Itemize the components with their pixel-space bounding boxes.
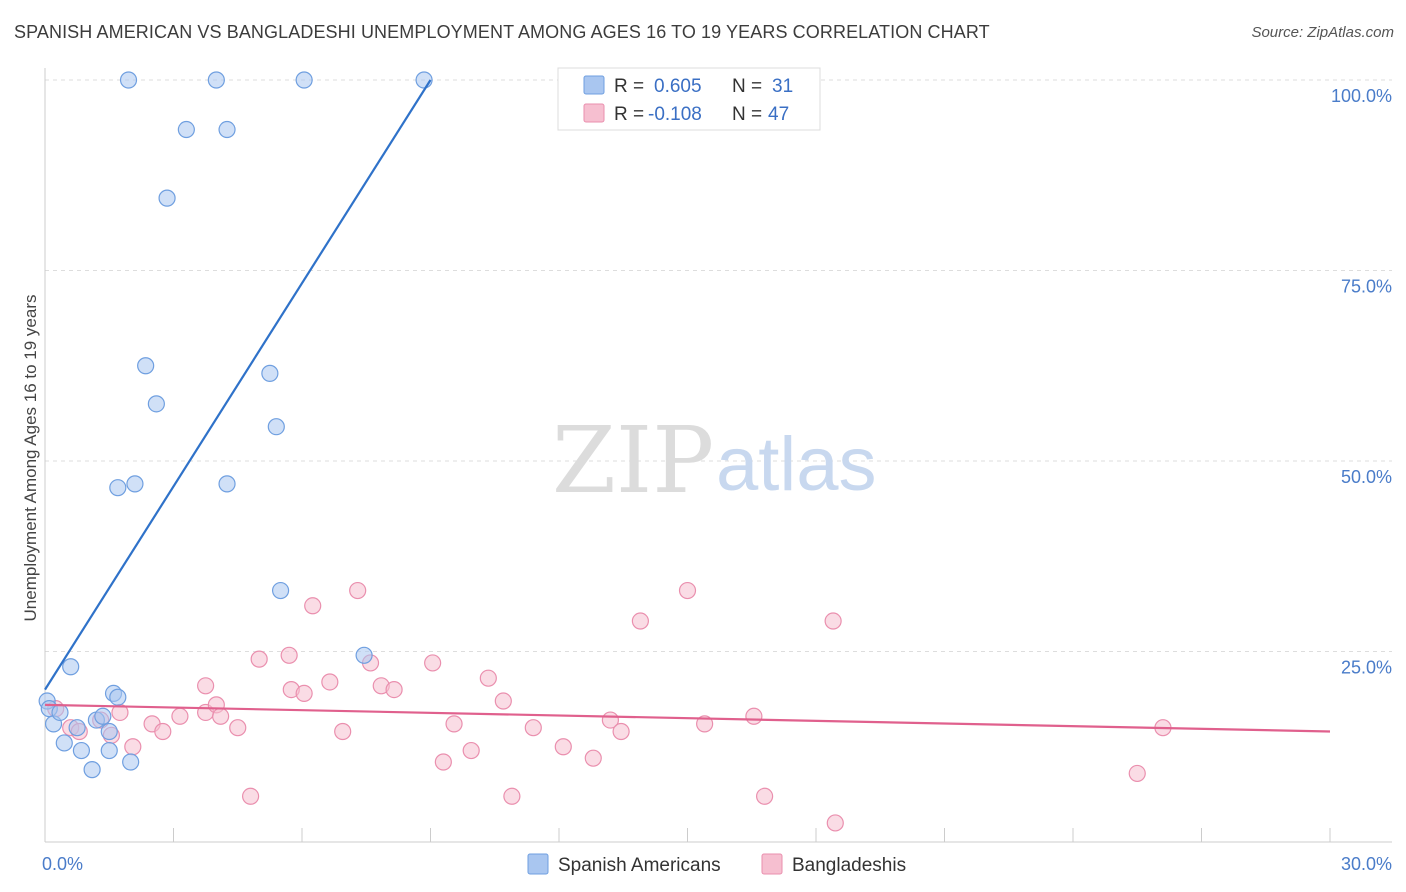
bangladeshis-point-43 (755, 787, 774, 805)
bangladeshis-point-14 (229, 719, 247, 737)
watermark-atlas: atlas (716, 422, 877, 507)
legend-n-value-2: 47 (768, 104, 789, 125)
legend-r-label-1: R = (614, 76, 644, 97)
bangladeshis-point-26 (385, 680, 403, 699)
legend-label-bangladeshis: Bangladeshis (792, 855, 906, 876)
y-tick-label-1: 50.0% (1341, 467, 1392, 487)
bangladeshis-point-23 (349, 581, 367, 600)
source-attribution: Source: ZipAtlas.com (1251, 24, 1394, 41)
legend-swatch-blue (583, 75, 605, 95)
spanish-americans-point-26 (261, 364, 279, 382)
bangladeshis-point-31 (479, 669, 497, 687)
spanish-americans-point-10 (94, 707, 112, 725)
bangladeshis-point-27 (424, 654, 442, 672)
legend-n-label-1: N = (732, 76, 762, 97)
bangladeshis-point-40 (678, 581, 697, 600)
spanish-americans-point-29 (295, 71, 313, 89)
bangladeshis-point-44 (824, 612, 842, 630)
spanish-americans-point-25 (218, 120, 236, 139)
bangladeshis-point-30 (462, 741, 480, 760)
spanish-americans-point-3 (51, 703, 69, 722)
series-legend: Spanish Americans Bangladeshis (527, 853, 906, 876)
bangladeshis-point-22 (334, 722, 352, 741)
spanish-americans-point-8 (83, 761, 101, 779)
spanish-americans-point-27 (267, 418, 285, 436)
bangladeshis-point-13 (212, 707, 230, 725)
spanish-americans-point-11 (100, 722, 118, 741)
spanish-americans-point-30 (355, 646, 373, 664)
y-tick-labels: 25.0% 50.0% 75.0% 100.0% (1331, 86, 1392, 678)
bangladeshis-trend-line (44, 703, 1331, 733)
watermark-zip: ZIP (552, 407, 714, 514)
spanish-americans-point-19 (137, 357, 155, 375)
x-tick-label-0: 0.0% (42, 854, 83, 874)
bangladeshis-point-41 (696, 715, 714, 733)
bangladeshis-point-11 (197, 677, 215, 695)
spanish-americans-point-4 (55, 734, 73, 752)
bangladeshis-point-17 (280, 646, 298, 664)
y-tick-label-0: 25.0% (1341, 658, 1392, 678)
legend-n-label-2: N = (732, 104, 762, 125)
bangladeshis-point-34 (524, 719, 542, 737)
spanish-americans-point-20 (147, 395, 165, 413)
bangladeshis-point-46 (1128, 764, 1146, 783)
legend-n-value-1: 31 (772, 76, 793, 97)
grid-lines (45, 79, 1392, 652)
legend-swatch-spanish-americans (527, 853, 549, 875)
bangladeshis-point-20 (304, 597, 322, 615)
spanish-americans-point-5 (62, 658, 80, 676)
spanish-americans-point-14 (109, 688, 127, 706)
y-tick-label-3: 100.0% (1331, 86, 1392, 106)
y-axis-label: Unemployment Among Ages 16 to 19 years (21, 295, 40, 622)
bangladeshis-point-16 (250, 650, 268, 668)
spanish-americans-trend-line (44, 79, 432, 691)
trend-lines (44, 79, 1331, 733)
spanish-americans-point-15 (109, 479, 127, 497)
bangladeshis-point-38 (612, 722, 630, 741)
y-tick-label-2: 75.0% (1341, 277, 1392, 297)
bangladeshis-point-33 (503, 787, 521, 805)
bangladeshis-point-29 (445, 715, 463, 733)
spanish-americans-point-21 (158, 189, 176, 207)
legend-r-label-2: R = (614, 104, 644, 125)
bangladeshis-point-9 (171, 707, 189, 725)
correlation-legend: R = 0.605 N = 31 R = -0.108 N = 47 (557, 67, 821, 131)
spanish-americans-point-22 (177, 120, 195, 139)
bangladeshis-point-21 (321, 673, 339, 691)
spanish-americans-point-6 (68, 719, 86, 737)
legend-swatch-bangladeshis (761, 853, 783, 875)
bangladeshis-point-19 (295, 684, 313, 703)
spanish-americans-point-12 (100, 741, 118, 760)
spanish-americans-point-28 (271, 581, 290, 600)
spanish-americans-point-17 (126, 475, 144, 493)
series-bangladeshis (47, 581, 1172, 832)
legend-swatch-pink (583, 103, 605, 123)
spanish-americans-point-7 (72, 741, 91, 760)
bangladeshis-point-8 (154, 722, 172, 741)
bangladeshis-point-45 (826, 814, 844, 832)
bangladeshis-point-35 (554, 738, 572, 756)
spanish-americans-point-16 (122, 753, 140, 771)
series-spanish-americans (38, 71, 433, 779)
spanish-americans-point-18 (119, 71, 138, 89)
bangladeshis-point-36 (584, 749, 602, 767)
bangladeshis-point-39 (631, 612, 649, 630)
x-ticks (44, 828, 1331, 842)
spanish-americans-point-24 (218, 475, 236, 493)
bangladeshis-point-28 (434, 753, 452, 771)
x-tick-labels: 0.0% 30.0% (42, 854, 1392, 874)
chart-title: SPANISH AMERICAN VS BANGLADESHI UNEMPLOY… (14, 22, 990, 42)
bangladeshis-point-6 (124, 738, 142, 756)
spanish-americans-point-23 (207, 71, 225, 89)
legend-r-value-2: -0.108 (648, 104, 702, 125)
bangladeshis-point-15 (242, 787, 260, 805)
legend-label-spanish-americans: Spanish Americans (558, 855, 721, 876)
bangladeshis-point-42 (745, 707, 763, 725)
x-tick-label-1: 30.0% (1341, 854, 1392, 874)
bangladeshis-point-32 (494, 692, 512, 710)
legend-r-value-1: 0.605 (654, 76, 702, 97)
